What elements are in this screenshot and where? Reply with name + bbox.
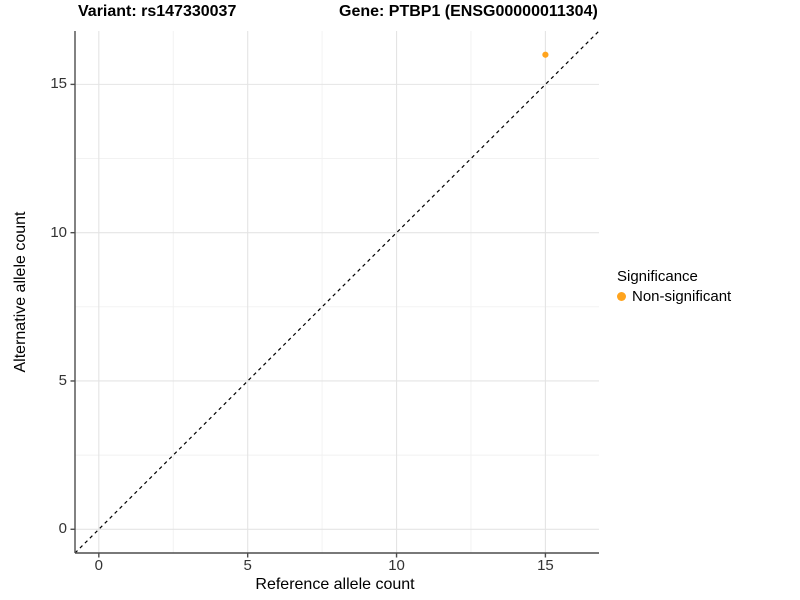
- y-tick-label: 5: [58, 371, 67, 389]
- y-tick-label: 10: [50, 223, 67, 241]
- legend-point-icon: [617, 292, 626, 301]
- legend-title: Significance: [617, 268, 698, 285]
- x-axis-title: Reference allele count: [255, 576, 415, 593]
- x-tick-label: 0: [94, 557, 103, 574]
- y-tick-label: 0: [58, 520, 67, 538]
- y-tick-label: 15: [50, 75, 67, 93]
- legend-item-non-significant: Non-significant: [617, 288, 731, 305]
- plot-title-gene: Gene: PTBP1 (ENSG00000011304): [339, 3, 598, 20]
- legend: Significance Non-significant: [617, 268, 731, 305]
- identity-reference-line: [74, 30, 600, 554]
- legend-item-label: Non-significant: [632, 288, 732, 305]
- x-tick-label: 5: [243, 557, 252, 574]
- data-point: [542, 51, 549, 58]
- x-tick-label: 15: [537, 557, 554, 574]
- y-axis-title: Alternative allele count: [12, 211, 29, 373]
- x-tick-label: 10: [388, 557, 405, 574]
- plot-title-variant: Variant: rs147330037: [78, 3, 237, 20]
